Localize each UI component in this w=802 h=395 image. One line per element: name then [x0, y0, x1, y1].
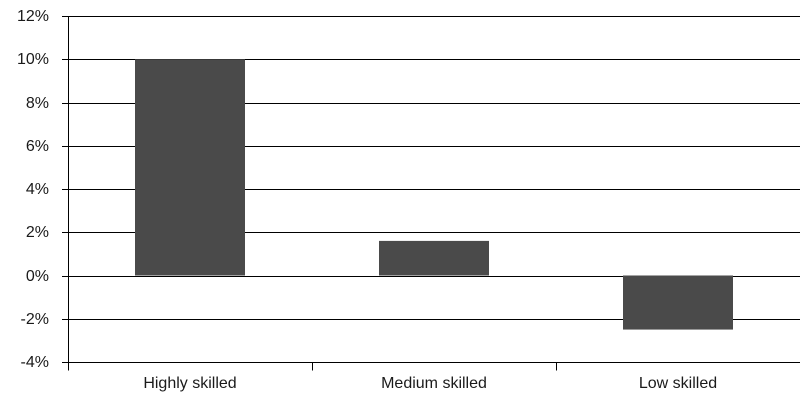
bars	[135, 59, 733, 330]
y-tick-label: 12%	[17, 8, 49, 25]
y-tick-label: -4%	[21, 354, 49, 371]
y-tick-label: 8%	[26, 95, 49, 112]
bar	[379, 240, 489, 276]
y-tick-label: 10%	[17, 51, 49, 68]
x-tick-label: Medium skilled	[381, 375, 487, 392]
y-tick-label: -2%	[21, 311, 49, 328]
x-tick-label: Highly skilled	[143, 375, 236, 392]
bar	[135, 59, 245, 276]
bar	[623, 275, 733, 330]
tick-labels: -4% -2% 0% 2% 4% 6% 8% 10% 12% Highly skilled Medi…	[17, 8, 717, 392]
x-tick-label: Low skilled	[639, 375, 717, 392]
axes	[62, 16, 800, 371]
y-tick-label: 0%	[26, 268, 49, 285]
y-tick-label: 4%	[26, 181, 49, 198]
y-tick-label: 6%	[26, 138, 49, 155]
y-tick-label: 2%	[26, 224, 49, 241]
